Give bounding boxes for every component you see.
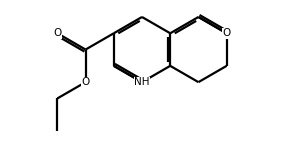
Text: NH: NH	[134, 77, 150, 87]
Text: O: O	[53, 28, 61, 38]
Text: O: O	[82, 77, 90, 87]
Text: O: O	[138, 77, 146, 87]
Text: O: O	[223, 28, 231, 38]
